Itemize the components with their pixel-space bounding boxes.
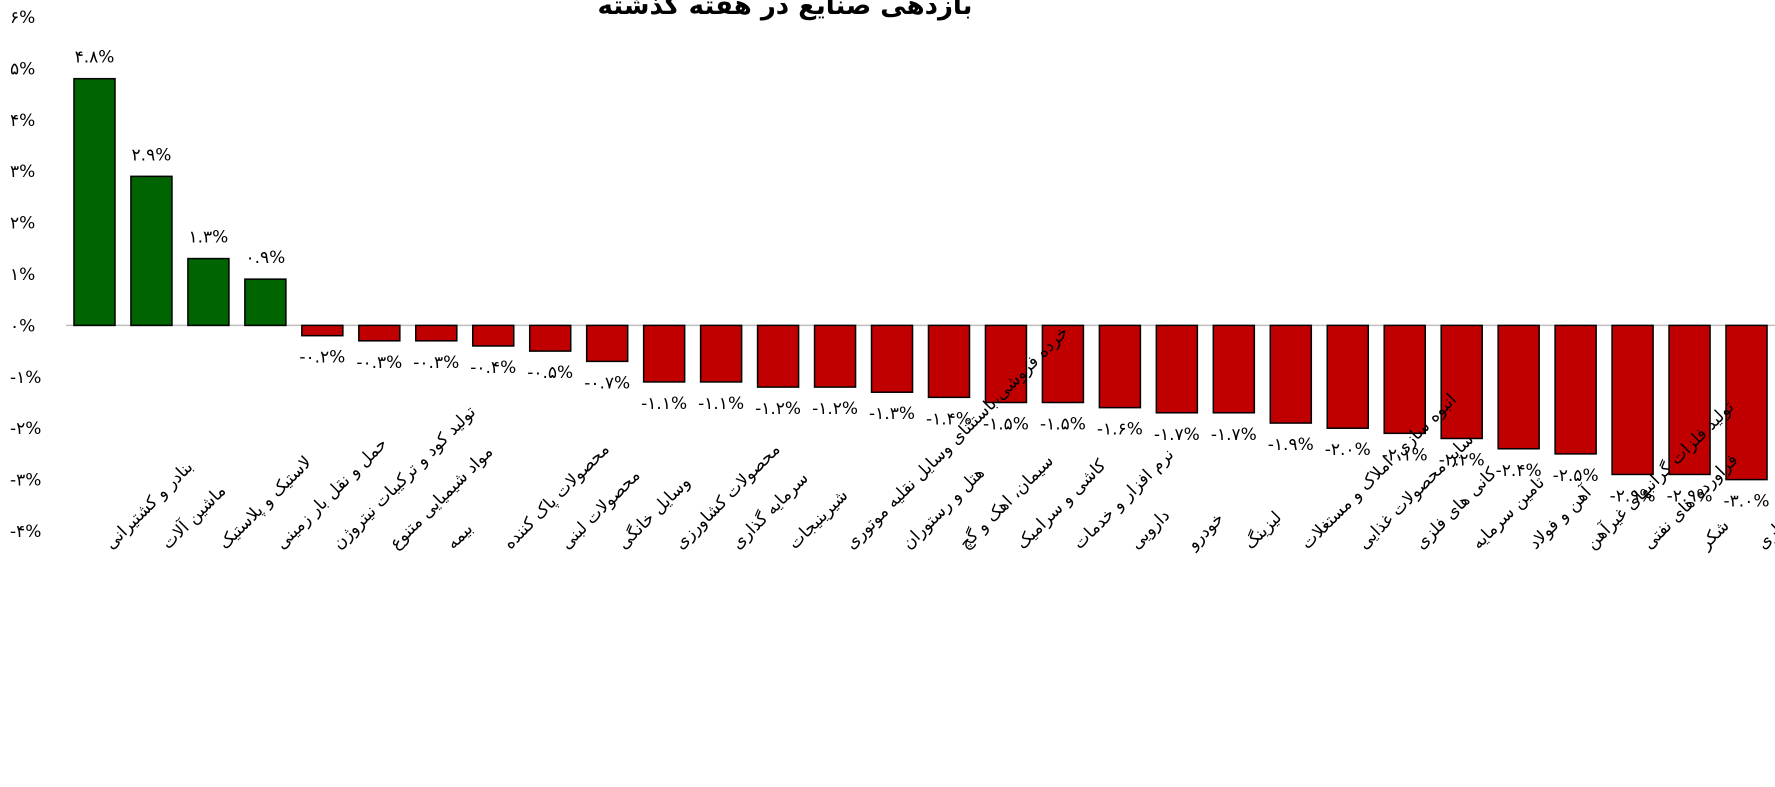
bar [585, 324, 629, 363]
x-tick-label: محصولات پاک کننده [500, 439, 614, 553]
bar [1497, 324, 1540, 450]
y-tick-label: ۴% [10, 111, 35, 131]
data-label: -۱.۵% [1040, 415, 1086, 435]
data-label: -۰.۳% [413, 353, 459, 373]
data-label: -۳.۰% [1724, 492, 1770, 512]
data-label: -۲.۴% [1496, 461, 1542, 481]
data-label: -۰.۷% [584, 373, 630, 393]
data-label: -۰.۲% [299, 348, 345, 368]
y-axis: ۶% ۵% ۴% ۳% ۲% ۱% ۰% -۱% -۲% -۳% -۴% [10, 8, 41, 542]
data-label: -۰.۵% [527, 363, 573, 383]
data-label: -۰.۳% [356, 353, 402, 373]
data-label: ۰.۹% [245, 248, 285, 268]
bar [642, 324, 686, 383]
data-label: -۲.۹% [1667, 486, 1713, 506]
y-tick-label: ۱% [10, 265, 35, 285]
bar [528, 324, 572, 352]
y-tick-label: -۴% [10, 522, 41, 542]
data-label: -۱.۴% [926, 409, 972, 429]
y-tick-label: -۱% [10, 368, 41, 388]
data-label: -۱.۵% [983, 415, 1029, 435]
bar [471, 324, 515, 347]
data-label: -۱.۳% [869, 404, 915, 424]
bar [1383, 324, 1426, 435]
y-tick-label: ۶% [10, 8, 35, 28]
data-label: -۲.۹% [1610, 486, 1656, 506]
bar [301, 324, 344, 337]
data-label: -۱.۹% [1268, 435, 1314, 455]
bar [358, 324, 401, 342]
data-label: -۱.۱% [698, 394, 744, 414]
data-label: ۲.۹% [132, 145, 172, 165]
bar [1668, 324, 1711, 476]
data-label: -۲.۱% [1382, 445, 1428, 465]
data-label: -۱.۲% [755, 399, 801, 419]
bar [1611, 324, 1654, 476]
y-tick-label: ۰% [10, 316, 35, 336]
data-label: -۲.۰% [1325, 440, 1371, 460]
bar [984, 324, 1028, 404]
data-label: ۱.۳% [189, 228, 229, 248]
x-tick-label: دارویی [1126, 506, 1174, 554]
bar [927, 324, 971, 399]
y-tick-label: ۵% [10, 59, 35, 79]
bar [870, 324, 914, 393]
bar [1212, 324, 1256, 414]
bar [1554, 324, 1597, 455]
bar [1041, 324, 1085, 404]
y-tick-label: -۳% [10, 471, 41, 491]
data-label: -۱.۷% [1211, 425, 1257, 445]
bar [1326, 324, 1370, 429]
bar [1440, 324, 1483, 440]
data-labels: ۴.۸% ۲.۹% ۱.۳% ۰.۹% -۰.۲% -۰.۳% -۰.۳% -۰.۴% -۰.۵… [75, 48, 1770, 512]
x-tick-label: لیزینگ [1240, 507, 1287, 554]
x-tick-label: شکر [1695, 516, 1733, 554]
y-tick-label: ۳% [10, 162, 35, 182]
bar [415, 324, 458, 342]
bar [756, 324, 800, 388]
x-tick-label: بیمه [443, 519, 478, 554]
x-tick-label: خودرو [1183, 509, 1228, 554]
data-label: ۴.۸% [75, 48, 115, 68]
y-tick-label: -۲% [10, 419, 41, 439]
bar [130, 175, 173, 327]
data-label: -۱.۱% [641, 394, 687, 414]
data-label: -۱.۶% [1097, 420, 1143, 440]
bar [1155, 324, 1199, 414]
data-label: -۲.۲% [1439, 450, 1485, 470]
bar [1269, 324, 1313, 424]
data-label: -۰.۴% [470, 358, 516, 378]
bar [187, 257, 230, 327]
bar [73, 77, 116, 327]
bar [1725, 324, 1768, 481]
chart-title: بازدهی صنایع در هفته گذشته [598, 0, 973, 21]
x-tick-label: سیمان، اهک و گچ [955, 450, 1058, 553]
y-tick-label: ۲% [10, 214, 35, 234]
bar-series [73, 77, 1768, 481]
data-label: -۱.۷% [1154, 425, 1200, 445]
x-tick-label: مواد شیمیایی متنوع [386, 442, 498, 554]
bar [244, 278, 287, 327]
data-label: -۲.۵% [1553, 466, 1599, 486]
x-tick-label: نرم افزار و خدمات [1069, 445, 1178, 554]
x-tick-label: محصولات کشاورزی [671, 440, 785, 554]
data-label: -۱.۲% [812, 399, 858, 419]
bar [699, 324, 743, 383]
bar [1098, 324, 1142, 409]
bar [813, 324, 857, 388]
